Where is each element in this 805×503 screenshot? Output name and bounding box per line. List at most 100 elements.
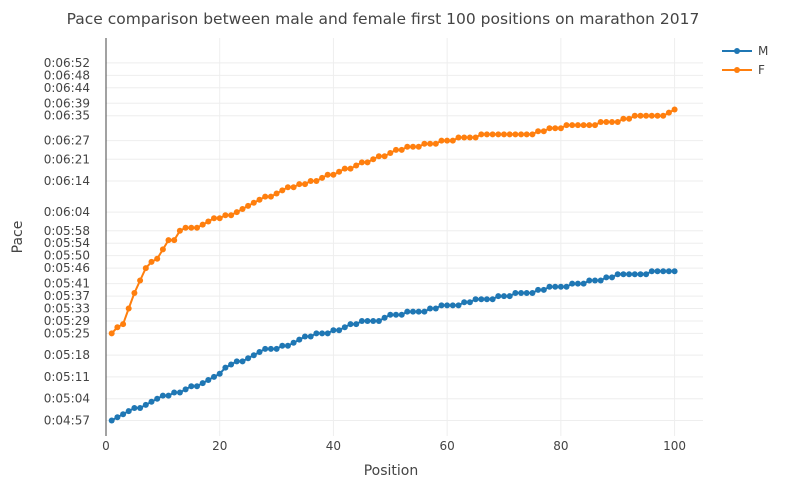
data-point[interactable]: [211, 215, 217, 222]
data-point[interactable]: [114, 414, 121, 421]
data-point[interactable]: [444, 302, 451, 309]
data-point[interactable]: [592, 277, 598, 284]
data-point[interactable]: [557, 125, 564, 132]
data-point[interactable]: [438, 302, 445, 309]
data-point[interactable]: [188, 383, 195, 390]
data-point[interactable]: [393, 311, 399, 318]
data-point[interactable]: [535, 128, 542, 135]
data-point[interactable]: [307, 178, 314, 184]
data-point[interactable]: [375, 153, 382, 160]
data-point[interactable]: [125, 408, 132, 415]
data-point[interactable]: [643, 271, 650, 278]
data-point[interactable]: [432, 140, 439, 147]
data-point[interactable]: [461, 299, 468, 306]
data-point[interactable]: [205, 377, 212, 383]
data-point[interactable]: [142, 265, 149, 272]
data-point[interactable]: [324, 171, 331, 178]
data-point[interactable]: [574, 280, 581, 287]
data-point[interactable]: [347, 321, 354, 328]
data-point[interactable]: [557, 283, 564, 290]
data-point[interactable]: [455, 302, 462, 309]
data-point[interactable]: [626, 115, 633, 122]
data-point[interactable]: [233, 209, 240, 216]
data-point[interactable]: [319, 174, 326, 181]
data-point[interactable]: [313, 330, 320, 337]
data-point[interactable]: [279, 187, 286, 194]
data-point[interactable]: [324, 330, 331, 337]
data-point[interactable]: [302, 333, 308, 340]
data-point[interactable]: [273, 345, 280, 352]
legend-item[interactable]: M: [722, 44, 768, 58]
data-point[interactable]: [279, 342, 286, 349]
data-point[interactable]: [302, 181, 308, 188]
data-point[interactable]: [609, 274, 615, 281]
data-point[interactable]: [125, 305, 132, 312]
data-point[interactable]: [353, 321, 360, 328]
data-point[interactable]: [438, 137, 445, 144]
data-point[interactable]: [233, 358, 240, 365]
data-point[interactable]: [466, 299, 473, 306]
data-point[interactable]: [194, 224, 200, 231]
data-point[interactable]: [489, 131, 496, 138]
data-point[interactable]: [341, 324, 348, 331]
data-point[interactable]: [211, 373, 217, 380]
data-point[interactable]: [620, 115, 627, 122]
data-point[interactable]: [671, 106, 678, 113]
data-point[interactable]: [483, 131, 490, 138]
data-point[interactable]: [449, 137, 456, 144]
data-point[interactable]: [461, 134, 468, 141]
data-point[interactable]: [478, 296, 485, 303]
data-point[interactable]: [626, 271, 633, 278]
data-point[interactable]: [341, 165, 348, 172]
data-point[interactable]: [512, 290, 519, 296]
data-point[interactable]: [574, 122, 581, 129]
data-point[interactable]: [347, 165, 354, 172]
data-point[interactable]: [472, 134, 479, 141]
data-point[interactable]: [410, 143, 416, 150]
data-point[interactable]: [398, 146, 405, 153]
data-point[interactable]: [194, 383, 200, 390]
data-point[interactable]: [154, 255, 161, 262]
data-point[interactable]: [648, 268, 655, 275]
data-point[interactable]: [216, 370, 223, 377]
data-point[interactable]: [290, 339, 297, 346]
data-point[interactable]: [586, 122, 593, 129]
data-point[interactable]: [603, 119, 610, 125]
data-point[interactable]: [432, 305, 439, 312]
data-point[interactable]: [330, 327, 337, 334]
data-point[interactable]: [444, 137, 451, 144]
data-point[interactable]: [506, 293, 513, 300]
data-point[interactable]: [455, 134, 462, 141]
data-point[interactable]: [512, 131, 519, 138]
data-point[interactable]: [319, 330, 326, 337]
data-point[interactable]: [404, 308, 411, 315]
data-point[interactable]: [597, 277, 604, 284]
data-point[interactable]: [228, 361, 235, 368]
data-point[interactable]: [540, 286, 547, 293]
data-point[interactable]: [182, 386, 189, 393]
data-point[interactable]: [518, 290, 525, 296]
data-point[interactable]: [427, 140, 434, 147]
data-point[interactable]: [273, 190, 280, 197]
data-point[interactable]: [614, 119, 621, 125]
data-point[interactable]: [228, 212, 235, 219]
data-point[interactable]: [205, 218, 212, 225]
data-point[interactable]: [563, 122, 570, 129]
data-point[interactable]: [364, 159, 371, 166]
data-point[interactable]: [506, 131, 513, 138]
data-point[interactable]: [336, 168, 343, 175]
data-point[interactable]: [222, 212, 229, 219]
data-point[interactable]: [296, 336, 303, 343]
data-point[interactable]: [284, 184, 291, 191]
data-point[interactable]: [643, 112, 650, 119]
data-point[interactable]: [381, 314, 388, 321]
data-point[interactable]: [142, 401, 149, 408]
data-point[interactable]: [262, 345, 269, 352]
data-point[interactable]: [631, 112, 638, 119]
data-point[interactable]: [535, 286, 542, 293]
data-point[interactable]: [154, 395, 161, 402]
data-point[interactable]: [336, 327, 343, 334]
data-point[interactable]: [114, 324, 121, 331]
data-point[interactable]: [148, 258, 155, 265]
data-point[interactable]: [529, 290, 536, 296]
